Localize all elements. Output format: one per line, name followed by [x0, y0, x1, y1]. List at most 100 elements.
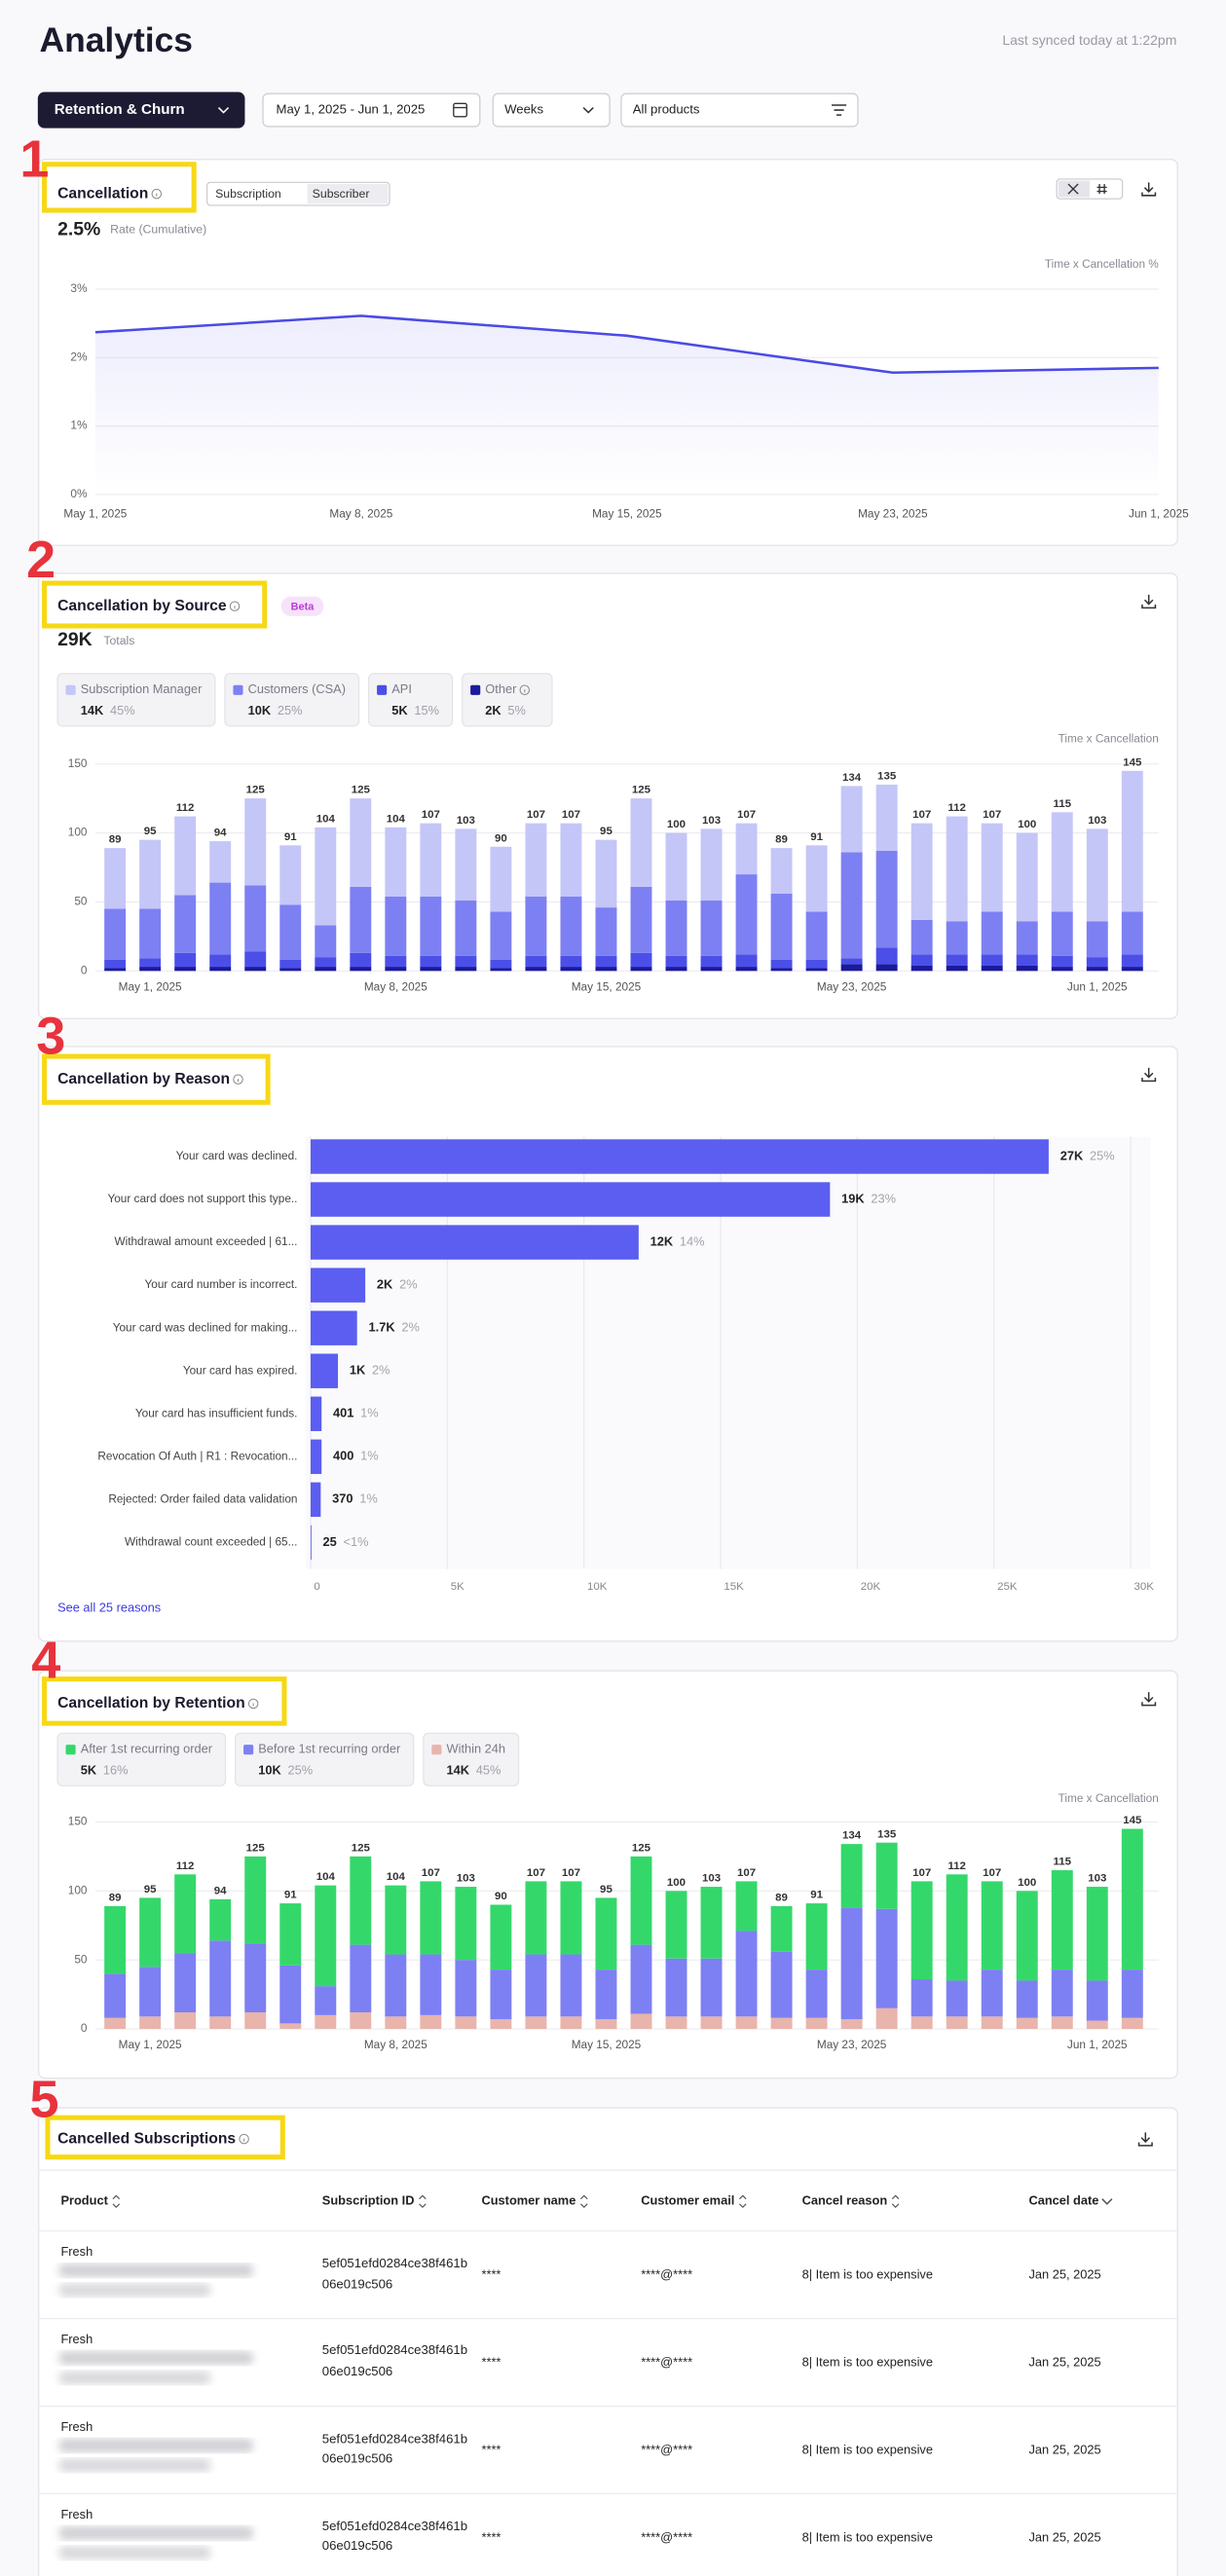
bar-segment [840, 964, 863, 972]
column-header[interactable]: Cancel reason [802, 2193, 888, 2208]
download-icon[interactable] [1141, 1692, 1157, 1707]
blurred-product [58, 2439, 253, 2452]
column-header[interactable]: Customer name [481, 2193, 576, 2208]
bar-segment [455, 2016, 477, 2030]
panel-title: Cancellation by Reason [57, 1071, 230, 1087]
bar-segment [735, 967, 758, 972]
product-name: Fresh [60, 2332, 93, 2346]
bar-total-label: 91 [284, 831, 297, 843]
date-picker[interactable] [262, 92, 481, 128]
bar-segment [700, 955, 723, 968]
interval-dropdown[interactable] [492, 92, 611, 128]
panel-title: Cancelled Subscriptions [57, 2130, 236, 2147]
info-icon [519, 684, 531, 695]
sort-icon [112, 2194, 121, 2208]
bar-segment [910, 2016, 933, 2030]
x-tick-label: May 8, 2025 [364, 979, 427, 993]
legend-total: 10K [248, 703, 272, 718]
toggle-option[interactable]: Subscription [215, 187, 281, 201]
download-icon[interactable] [1141, 182, 1157, 197]
bar-total-label: 145 [1123, 1815, 1142, 1826]
subscription-id-cell: 5ef051efd0284ce38f461b06e019c506 [321, 2518, 468, 2555]
interval[interactable]: Weeks [504, 102, 543, 117]
column-header[interactable]: Subscription ID [322, 2193, 415, 2208]
column-header[interactable]: Product [60, 2193, 108, 2208]
bar-segment [910, 823, 933, 920]
bar-total-label: 125 [352, 785, 371, 796]
bar-segment [1121, 1828, 1143, 1970]
legend-box [235, 1732, 415, 1786]
column-header[interactable]: Customer email [641, 2193, 734, 2208]
product-name: Fresh [60, 2244, 93, 2259]
bar-segment [595, 2019, 617, 2030]
see-all-link[interactable]: See all 25 reasons [57, 1600, 161, 1614]
bar-segment [385, 896, 407, 956]
bar-segment [490, 968, 512, 972]
download-icon[interactable] [1137, 2132, 1153, 2147]
bar-total-label: 107 [912, 809, 931, 821]
table-cell: 8| Item is too expensive [802, 2355, 933, 2370]
blurred-product [58, 2526, 253, 2540]
x-tick-label: 15K [724, 1581, 744, 1593]
view-dropdown[interactable] [37, 92, 245, 129]
bar-segment [279, 904, 302, 960]
table-cell: Jan 25, 2025 [1028, 2442, 1100, 2456]
toggle-option[interactable]: Subscriber [313, 187, 370, 201]
products[interactable]: All products [633, 102, 700, 117]
bar-segment [946, 965, 968, 972]
bar-segment [875, 850, 898, 948]
bar-segment [139, 958, 162, 968]
date-range[interactable]: May 1, 2025 - Jun 1, 2025 [277, 102, 426, 117]
value-label: 25 [322, 1534, 336, 1549]
bar-segment [1086, 1980, 1108, 2021]
bar-segment [174, 895, 197, 953]
bar [310, 1353, 339, 1388]
annotation-number: 5 [30, 2070, 59, 2128]
x-tick-label: May 1, 2025 [119, 2038, 182, 2051]
y-tick-label: 50 [74, 1952, 88, 1966]
bar-total-label: 107 [527, 809, 545, 821]
x-tick-label: 0 [314, 1581, 319, 1593]
kpi-label: Rate (Cumulative) [110, 223, 206, 237]
bar-segment [350, 1856, 372, 1945]
bar-segment [735, 1931, 758, 2017]
bar-total-label: 134 [842, 772, 862, 784]
bar-total-label: 107 [983, 809, 1001, 821]
y-tick-label: 0 [81, 963, 88, 976]
bar-segment [1016, 2017, 1038, 2030]
x-tick-label: May 8, 2025 [329, 506, 392, 520]
column-header[interactable]: Cancel date [1028, 2193, 1098, 2208]
bar-segment [490, 846, 512, 912]
badge: Beta [291, 601, 316, 612]
bar-segment [630, 967, 652, 972]
bar-segment [420, 2014, 442, 2030]
x-tick-label: May 15, 2025 [572, 979, 642, 993]
bar-segment [104, 848, 127, 909]
legend-name: Before 1st recurring order [258, 1742, 401, 1756]
bar-segment [700, 1958, 723, 2017]
bar-total-label: 107 [912, 1867, 931, 1879]
bar-segment [946, 2016, 968, 2030]
chevron-icon [1101, 2198, 1113, 2205]
download-icon[interactable] [1141, 594, 1157, 609]
bar-segment [174, 1953, 197, 2013]
bar-segment [735, 874, 758, 955]
bar-segment [455, 901, 477, 956]
bar-total-label: 107 [983, 1867, 1001, 1879]
view-dropdown-label[interactable]: Retention & Churn [55, 101, 185, 118]
bar-segment [315, 1885, 337, 1987]
bar-segment [1121, 911, 1143, 955]
subscription-id: 5ef051efd0284ce38f461b06e019c506 [321, 2518, 468, 2555]
category-label: Your card number is incorrect. [145, 1277, 298, 1291]
bar-total-label: 134 [842, 1830, 862, 1842]
bar-segment [630, 2013, 652, 2030]
x-tick-label: 10K [587, 1581, 608, 1593]
highlight-box [42, 162, 197, 213]
bar-segment [840, 1844, 863, 1908]
bar-segment [1121, 2017, 1143, 2030]
product-filter[interactable] [620, 92, 859, 128]
download-icon[interactable] [1141, 1067, 1157, 1083]
bar-segment [910, 919, 933, 955]
bar-segment [981, 1881, 1003, 1970]
bar-segment [350, 952, 372, 968]
